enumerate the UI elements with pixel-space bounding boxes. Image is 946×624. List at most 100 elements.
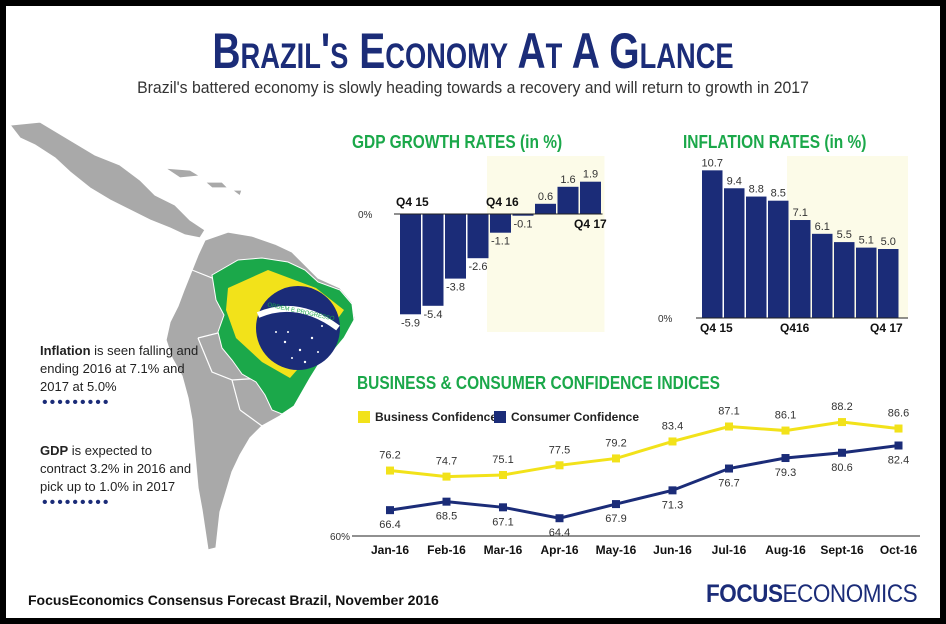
footer-source: FocusEconomics Consensus Forecast Brazil…	[28, 592, 439, 608]
gdp-chart: -5.9 -5.4 -3.8 -2.6 -1.1 -0.1 0.6 1.6 1.9 0% Q4 15…	[358, 156, 607, 332]
consumer-point	[555, 514, 564, 523]
focuseconomics-logo: FOCUSECONOMICS	[706, 580, 918, 609]
consumer-value-label: 67.9	[605, 513, 626, 525]
consumer-confidence-line	[389, 444, 899, 520]
x-tick-label: Jan-16	[371, 543, 409, 557]
business-value-label: 77.5	[549, 444, 570, 456]
consumer-point	[386, 506, 394, 515]
gdp-value-label: -0.1	[514, 219, 533, 231]
business-point	[442, 472, 451, 481]
inflation-bar	[746, 196, 767, 318]
x-tick-label: May-16	[596, 543, 637, 557]
business-point	[668, 437, 677, 446]
gdp-bar	[580, 181, 601, 214]
gdp-bar	[512, 214, 534, 216]
gdp-bar	[557, 186, 579, 214]
x-tick-label: Apr-16	[540, 543, 578, 557]
inflation-value-label: 5.1	[859, 235, 874, 247]
business-point	[894, 424, 903, 433]
business-point	[499, 470, 507, 479]
consumer-point	[612, 500, 620, 509]
business-value-label: 86.6	[888, 408, 909, 420]
inflation-value-label: 8.8	[749, 184, 764, 196]
inflation-period-label: Q416	[780, 321, 810, 335]
inflation-bar	[878, 249, 899, 318]
inflation-value-label: 6.1	[815, 221, 830, 233]
business-value-label: 74.7	[436, 456, 457, 468]
gdp-bar	[535, 203, 556, 214]
consumer-point	[838, 448, 846, 457]
confidence-chart-title: BUSINESS & CONSUMER CONFIDENCE INDICES	[357, 373, 720, 393]
inflation-bar	[812, 233, 833, 318]
legend-label-consumer: Consumer Confidence	[511, 410, 639, 424]
gdp-note: GDP is expected to contract 3.2% in 2016…	[40, 442, 200, 496]
business-value-label: 83.4	[662, 420, 683, 432]
confidence-min-label: 60%	[330, 532, 350, 543]
x-tick-label: Jun-16	[653, 543, 692, 557]
x-tick-label: Mar-16	[484, 543, 523, 557]
business-point	[838, 418, 846, 427]
x-tick-label: Sept-16	[820, 543, 864, 557]
business-point	[386, 466, 394, 475]
business-value-label: 76.2	[379, 450, 400, 462]
gdp-value-label: -1.1	[491, 236, 510, 248]
page-subtitle: Brazil's battered economy is slowly head…	[137, 78, 809, 97]
legend-label-business: Business Confidence	[375, 410, 497, 424]
brazil-shape: ORDEM E PROGRESSO	[211, 257, 355, 415]
consumer-point	[442, 497, 451, 506]
consumer-value-label: 66.4	[379, 519, 400, 531]
gdp-zero-label: 0%	[358, 210, 373, 221]
consumer-point	[781, 454, 790, 463]
business-value-label: 79.2	[605, 437, 626, 449]
business-value-label: 86.1	[775, 410, 796, 422]
consumer-value-label: 67.1	[492, 516, 513, 528]
inflation-note-text: is seen falling and ending 2016 at 7.1% …	[40, 343, 199, 394]
business-point	[725, 422, 733, 431]
gdp-value-label: -2.6	[469, 261, 488, 273]
dotted-divider-1: •••••••••	[42, 394, 111, 411]
consumer-point	[894, 441, 903, 450]
inflation-value-label: 7.1	[793, 207, 808, 219]
inflation-bar	[834, 242, 855, 318]
consumer-point	[668, 486, 677, 495]
gdp-value-label: 0.6	[538, 191, 553, 203]
consumer-point	[499, 503, 507, 512]
inflation-value-label: 10.7	[702, 157, 723, 169]
business-point	[612, 454, 620, 463]
gdp-bar	[422, 214, 444, 306]
inflation-period-label: Q4 17	[870, 321, 903, 335]
dotted-divider-2: •••••••••	[42, 494, 111, 511]
gdp-bar	[400, 214, 421, 315]
gdp-bar	[490, 214, 511, 233]
x-tick-label: Oct-16	[880, 543, 918, 557]
gdp-value-label: 1.6	[560, 174, 575, 186]
business-value-label: 87.1	[718, 406, 739, 418]
gdp-bar	[445, 214, 466, 279]
consumer-value-label: 76.7	[718, 478, 739, 490]
gdp-note-label: GDP	[40, 443, 69, 458]
consumer-value-label: 64.4	[549, 527, 570, 539]
business-value-label: 88.2	[831, 401, 852, 413]
gdp-note-text: is expected to contract 3.2% in 2016 and…	[40, 443, 192, 494]
business-value-label: 75.1	[492, 454, 513, 466]
x-tick-label: Jul-16	[712, 543, 747, 557]
inflation-value-label: 9.4	[727, 175, 742, 187]
inflation-note: Inflation is seen falling and ending 201…	[40, 342, 200, 396]
business-confidence-line	[389, 420, 899, 479]
business-point	[555, 461, 564, 470]
logo-light: ECONOMICS	[782, 580, 918, 608]
gdp-period-label: Q4 17	[574, 217, 607, 231]
inflation-value-label: 5.0	[881, 236, 896, 248]
x-tick-label: Feb-16	[427, 543, 466, 557]
legend-swatch-business	[358, 411, 370, 423]
inflation-bar	[768, 200, 789, 318]
legend-swatch-consumer	[494, 411, 506, 423]
x-tick-label: Aug-16	[765, 543, 806, 557]
consumer-value-label: 71.3	[662, 499, 683, 511]
consumer-value-label: 68.5	[436, 511, 457, 523]
gdp-period-label: Q4 16	[486, 195, 519, 209]
inflation-bar	[790, 220, 811, 318]
gdp-value-label: 1.9	[583, 169, 598, 181]
gdp-period-label: Q4 15	[396, 195, 429, 209]
